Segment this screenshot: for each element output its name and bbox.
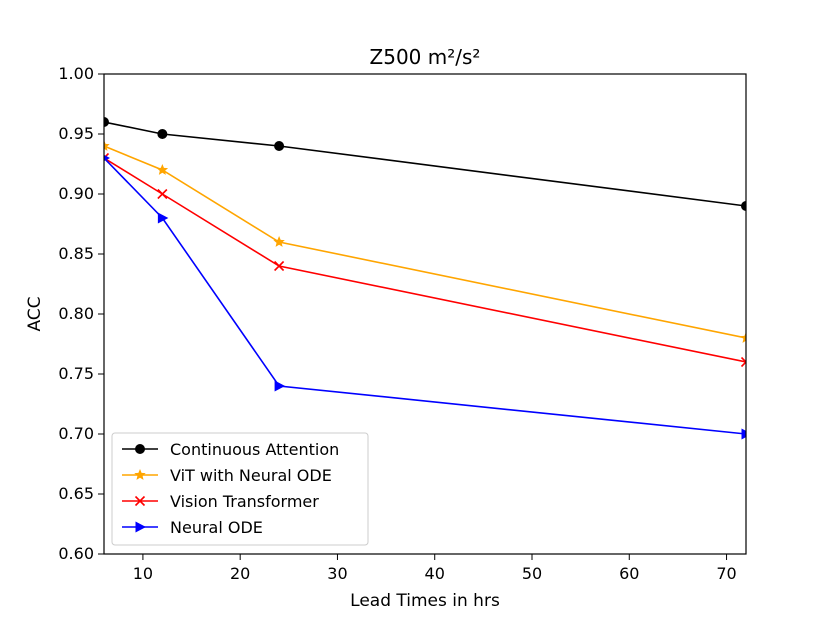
legend-item-vision-transformer: Vision Transformer	[122, 492, 319, 511]
x-tick-label: 10	[133, 564, 153, 583]
y-tick-label: 0.80	[58, 304, 94, 323]
series-line-vision-transformer	[104, 157, 746, 363]
y-tick-label: 0.60	[58, 544, 94, 563]
data-point-vision-transformer	[157, 188, 168, 200]
legend: Continuous Attention ViT with Neural ODE V…	[111, 432, 369, 546]
data-point-vision-transformer-stroke	[740, 356, 746, 364]
data-point-neural-ode	[741, 428, 746, 440]
data-point-vit-with-neural-ode	[273, 236, 285, 247]
legend-label: Vision Transformer	[170, 492, 319, 511]
series-line-vit-with-neural-ode	[104, 145, 746, 339]
data-point-continuous-attention	[741, 201, 746, 211]
data-point-vision-transformer	[274, 260, 285, 272]
x-tick-label: 20	[230, 564, 250, 583]
legend-label: Neural ODE	[170, 518, 263, 537]
data-point-vision-transformer-stroke	[274, 260, 285, 272]
y-tick-label: 0.95	[58, 124, 94, 143]
legend-item-neural-ode: Neural ODE	[122, 518, 263, 537]
legend-marker	[134, 495, 146, 507]
legend-box	[111, 432, 369, 546]
y-tick-label: 0.65	[58, 484, 94, 503]
legend-item-continuous-attention: Continuous Attention	[122, 440, 339, 459]
data-point-neural-ode	[104, 154, 110, 162]
data-point-continuous-attention	[157, 129, 168, 139]
x-axis-label: Lead Times in hrs	[350, 591, 500, 611]
data-point-neural-ode	[157, 212, 169, 224]
legend-marker	[135, 521, 146, 533]
x-tick-group: 10 20 30 40 50 60 70	[133, 554, 737, 583]
data-point-vision-transformer-stroke	[104, 152, 110, 160]
data-point-vision-transformer	[740, 356, 746, 368]
series-continuous-attention	[104, 117, 746, 211]
data-point-continuous-attention	[104, 117, 109, 127]
x-tick-label: 70	[716, 564, 736, 583]
legend-label: ViT with Neural ODE	[170, 466, 332, 485]
series-line-continuous-attention	[104, 121, 746, 207]
series-vit-with-neural-ode	[104, 140, 746, 343]
y-tick-label: 0.70	[58, 424, 94, 443]
data-point-vit-with-neural-ode	[156, 164, 169, 175]
y-tick-label: 0.75	[58, 364, 94, 383]
y-axis-label: ACC	[25, 296, 45, 331]
series-group	[104, 117, 746, 440]
data-point-continuous-attention	[274, 141, 285, 151]
series-line-neural-ode	[104, 157, 746, 435]
data-point-vision-transformer-stroke	[157, 188, 168, 200]
y-tick-group: 0.60 0.65 0.70 0.75 0.80 0.85 0.90 0.95 1.00	[58, 64, 104, 563]
y-tick-label: 1.00	[58, 64, 94, 83]
series-neural-ode	[104, 154, 746, 440]
data-point-vit-with-neural-ode	[104, 140, 110, 151]
legend-marker	[135, 444, 145, 454]
x-tick-label: 30	[327, 564, 347, 583]
data-point-neural-ode	[274, 380, 286, 392]
y-tick-label: 0.90	[58, 184, 94, 203]
data-point-vision-transformer-stroke	[740, 360, 746, 368]
plot-area-frame	[103, 73, 747, 555]
series-vision-transformer	[104, 152, 746, 368]
x-tick-label: 40	[425, 564, 445, 583]
x-tick-label: 60	[619, 564, 639, 583]
legend-item-vit-with-neural-ode: ViT with Neural ODE	[122, 466, 332, 485]
y-tick-label: 0.85	[58, 244, 94, 263]
x-tick-label: 50	[522, 564, 542, 583]
legend-label: Continuous Attention	[170, 440, 339, 459]
chart-title: Z500 m²/s²	[370, 45, 481, 69]
legend-marker-stroke	[134, 495, 146, 507]
legend-marker	[134, 469, 146, 480]
data-point-vit-with-neural-ode	[740, 332, 746, 343]
